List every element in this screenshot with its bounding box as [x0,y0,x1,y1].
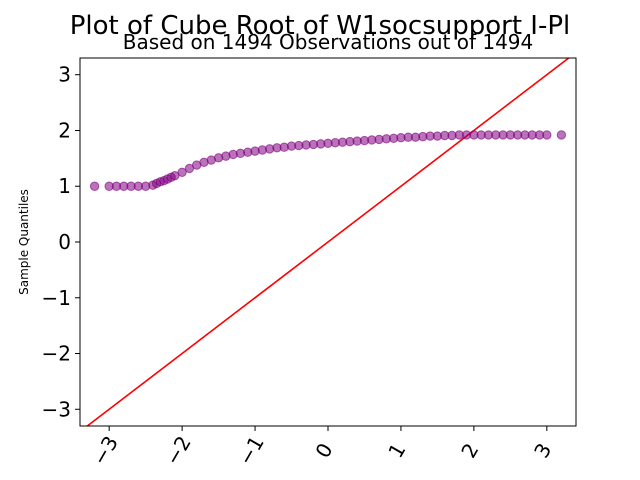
x-tick-label: −3 [87,432,123,470]
data-point [542,130,552,140]
y-axis: 3 2 1 0 −1 −2 −3 [42,63,80,421]
x-axis: −3 −2 −1 0 1 2 3 [87,426,556,469]
y-tick-label: 2 [58,118,71,142]
data-point [177,167,187,178]
plot-area [79,57,577,427]
y-tick-label: −1 [42,286,71,310]
x-tick-label: 3 [529,439,556,462]
x-tick-label: 0 [310,439,337,462]
chart-title: Plot of Cube Root of W1socsupport I-Pl [70,11,571,41]
y-tick-label: −2 [42,342,71,366]
x-tick-label: 1 [383,439,410,462]
reference-line-layer [85,58,571,426]
y-tick-label: −3 [42,397,71,421]
data-point [556,130,567,140]
data-point [89,181,100,191]
y-tick-label: 0 [58,230,71,254]
y-tick-label: 3 [58,63,71,87]
points-layer [89,130,567,191]
x-tick-label: 2 [456,439,483,462]
x-tick-label: −2 [160,432,196,470]
y-tick-label: 1 [58,174,71,198]
chart-subtitle: Based on 1494 Observations out of 1494 [123,30,534,54]
y-axis-label: Sample Quantiles [17,189,31,295]
reference-line [85,58,571,426]
x-tick-label: −1 [233,432,269,470]
